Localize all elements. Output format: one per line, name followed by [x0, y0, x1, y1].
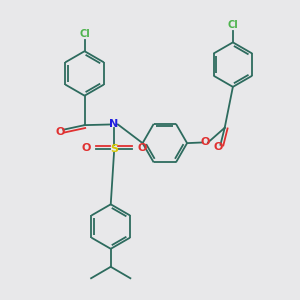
Text: O: O — [200, 137, 210, 148]
Text: S: S — [110, 144, 118, 154]
Text: O: O — [138, 143, 147, 153]
Text: Cl: Cl — [227, 20, 238, 30]
Text: O: O — [214, 142, 223, 152]
Text: O: O — [55, 127, 65, 137]
Text: Cl: Cl — [79, 29, 90, 39]
Text: O: O — [81, 143, 91, 153]
Text: N: N — [110, 119, 118, 130]
